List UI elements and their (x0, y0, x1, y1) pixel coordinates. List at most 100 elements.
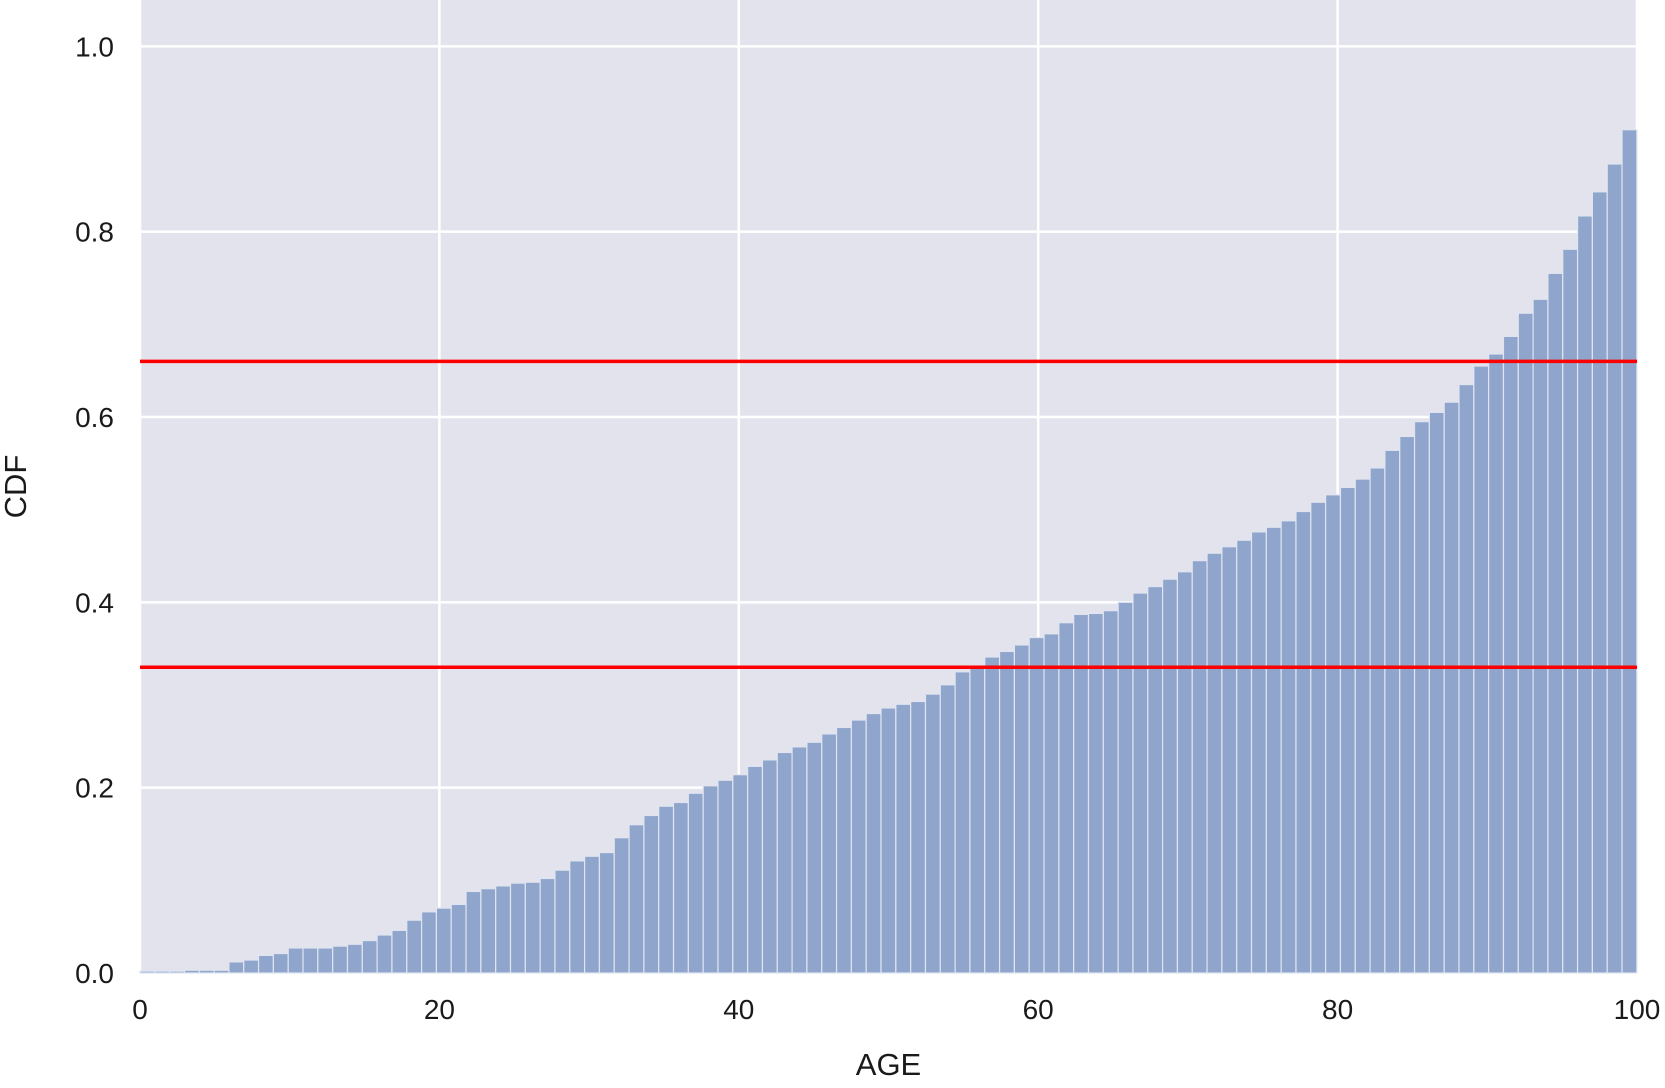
cdf-bar (1221, 546, 1238, 974)
cdf-bar (1117, 601, 1134, 974)
cdf-bar (984, 656, 1001, 974)
cdf-bar (1295, 510, 1312, 974)
x-tick-labels: 0 20 40 60 80 100 (132, 994, 1660, 1025)
cdf-bar (1265, 526, 1282, 974)
cdf-bar (1102, 610, 1119, 974)
cdf-bar (1132, 592, 1149, 974)
cdf-bar (1028, 636, 1045, 974)
cdf-bar (613, 837, 630, 974)
cdf-bar (554, 869, 571, 974)
cdf-bar (495, 885, 512, 974)
cdf-bar (1236, 539, 1253, 974)
cdf-bar (420, 911, 438, 974)
cdf-bar (1502, 335, 1519, 974)
cdf-bar (1547, 272, 1564, 974)
cdf-bar (1043, 633, 1060, 974)
cdf-bar (865, 712, 882, 974)
cdf-bar (1354, 478, 1371, 974)
cdf-bar (954, 671, 971, 974)
cdf-bar (1191, 560, 1208, 974)
cdf-bar (791, 746, 808, 974)
cdf-bar (910, 700, 927, 974)
cdf-bar (687, 792, 704, 974)
cdf-bar (998, 650, 1015, 974)
cdf-bar (598, 851, 615, 974)
cdf-bar (1250, 531, 1267, 974)
x-tick-label: 80 (1322, 994, 1353, 1025)
cdf-bar (539, 877, 556, 974)
y-tick-label: 0.8 (75, 217, 114, 248)
cdf-bar (1428, 411, 1445, 974)
cdf-bar (1162, 578, 1179, 974)
cdf-bar (880, 707, 897, 974)
cdf-bar (1058, 622, 1075, 974)
cdf-bar (1458, 383, 1475, 974)
x-tick-label: 40 (723, 994, 754, 1025)
y-tick-label: 0.2 (75, 773, 114, 804)
cdf-bar (835, 726, 852, 974)
cdf-bar (895, 703, 912, 974)
cdf-bar (1413, 421, 1430, 974)
cdf-bar (1532, 298, 1549, 974)
cdf-bar (1147, 585, 1164, 974)
cdf-bar (1176, 571, 1193, 974)
cdf-bar (1206, 552, 1223, 974)
cdf-bar (287, 947, 304, 974)
y-tick-label: 0.6 (75, 402, 114, 433)
cdf-bar (1576, 215, 1593, 974)
cdf-bar (1443, 401, 1460, 974)
cdf-bar (850, 719, 867, 974)
cdf-bar (717, 779, 734, 974)
cdf-bar (776, 751, 793, 974)
cdf-bar (747, 765, 764, 974)
x-axis-label: AGE (856, 1047, 921, 1082)
cdf-bar (569, 860, 586, 974)
bars (139, 129, 1638, 974)
x-tick-label: 60 (1023, 994, 1054, 1025)
cdf-bar (243, 959, 260, 974)
cdf-bar (435, 907, 452, 974)
cdf-bar (361, 939, 378, 974)
cdf-bar (1399, 435, 1416, 974)
cdf-bar (1310, 501, 1327, 974)
y-tick-label: 0.4 (75, 587, 114, 618)
y-tick-label: 0.0 (75, 958, 114, 989)
x-tick-label: 100 (1614, 994, 1661, 1025)
cdf-bar (480, 888, 497, 974)
cdf-bar (1280, 520, 1297, 974)
cdf-bar (732, 774, 749, 974)
cdf-bar (1591, 191, 1608, 974)
cdf-bar (332, 945, 349, 974)
cdf-bar (1562, 248, 1579, 974)
cdf-bar (213, 969, 230, 974)
y-axis-label: CDF (0, 455, 33, 519)
cdf-bar (1488, 353, 1505, 974)
cdf-bar (198, 969, 215, 974)
cdf-bar (1473, 365, 1490, 974)
cdf-bar (524, 881, 541, 974)
grid (138, 0, 1639, 975)
cdf-bar (702, 785, 719, 974)
cdf-bar (658, 805, 675, 974)
cdf-bar (1517, 312, 1534, 974)
cdf-bar (302, 947, 319, 974)
cdf-bar (584, 855, 601, 974)
cdf-bar (391, 929, 408, 974)
cdf-bar (1013, 644, 1030, 974)
cdf-bar (969, 666, 986, 974)
cdf-bar (465, 890, 482, 974)
cdf-bar (821, 733, 838, 974)
cdf-bar (257, 954, 274, 974)
x-tick-label: 0 (132, 994, 148, 1025)
cdf-bar (272, 952, 289, 974)
cdf-bar (169, 970, 186, 974)
cdf-bar (1621, 129, 1638, 974)
cdf-bar (1369, 467, 1386, 974)
y-tick-labels: 0.0 0.2 0.4 0.6 0.8 1.0 (75, 31, 114, 989)
cdf-bar (1325, 494, 1342, 974)
cdf-bar (183, 969, 200, 974)
cdf-bar (509, 882, 526, 974)
cdf-bar (672, 801, 689, 974)
cdf-bar (376, 934, 393, 974)
